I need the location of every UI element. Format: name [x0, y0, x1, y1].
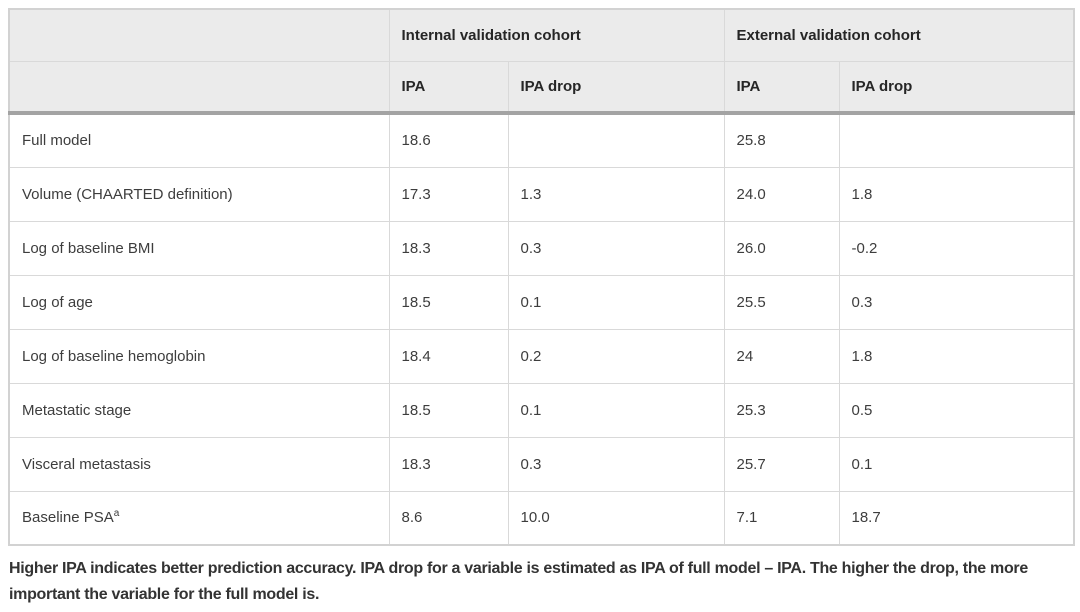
table-row: Full model 18.6 25.8 — [8, 112, 1075, 168]
cell-external-ipa-drop: 0.3 — [838, 274, 1075, 330]
cell-external-ipa: 24.0 — [723, 166, 840, 222]
cell-internal-ipa: 18.6 — [388, 112, 509, 168]
group-header-row: Internal validation cohort External vali… — [8, 8, 1075, 62]
corner-subheader-cell — [8, 60, 390, 115]
cell-internal-ipa: 18.4 — [388, 328, 509, 384]
table-row: Baseline PSAa 8.6 10.0 7.1 18.7 — [8, 490, 1075, 546]
table-row: Log of baseline BMI 18.3 0.3 26.0 -0.2 — [8, 220, 1075, 276]
cell-internal-ipa: 8.6 — [388, 490, 509, 546]
row-label: Log of baseline BMI — [8, 220, 390, 276]
table-row: Log of baseline hemoglobin 18.4 0.2 24 1… — [8, 328, 1075, 384]
cell-external-ipa-drop — [838, 112, 1075, 168]
cell-external-ipa-drop: 0.1 — [838, 436, 1075, 492]
cell-internal-ipa-drop — [507, 112, 725, 168]
cell-external-ipa-drop: 0.5 — [838, 382, 1075, 438]
cell-external-ipa: 25.7 — [723, 436, 840, 492]
cell-external-ipa: 25.3 — [723, 382, 840, 438]
cell-internal-ipa: 18.5 — [388, 274, 509, 330]
row-label: Baseline PSAa — [8, 490, 390, 546]
cell-internal-ipa-drop: 0.1 — [507, 382, 725, 438]
subheader-external-ipa: IPA — [723, 60, 840, 115]
cell-external-ipa-drop: 1.8 — [838, 328, 1075, 384]
row-label: Log of baseline hemoglobin — [8, 328, 390, 384]
cell-internal-ipa-drop: 0.1 — [507, 274, 725, 330]
cell-external-ipa-drop: 18.7 — [838, 490, 1075, 546]
table-row: Log of age 18.5 0.1 25.5 0.3 — [8, 274, 1075, 330]
cell-internal-ipa-drop: 0.3 — [507, 220, 725, 276]
footnote-marker: a — [113, 508, 120, 520]
cell-internal-ipa: 18.5 — [388, 382, 509, 438]
cell-internal-ipa-drop: 10.0 — [507, 490, 725, 546]
cell-external-ipa-drop: -0.2 — [838, 220, 1075, 276]
cell-external-ipa: 26.0 — [723, 220, 840, 276]
table-footnote: Higher IPA indicates better prediction a… — [9, 560, 1028, 603]
row-label-text: Baseline PSA — [22, 509, 114, 527]
cell-internal-ipa: 17.3 — [388, 166, 509, 222]
cell-external-ipa: 24 — [723, 328, 840, 384]
group-header-external: External validation cohort — [723, 8, 1075, 62]
ipa-validation-table: Internal validation cohort External vali… — [8, 8, 1075, 546]
row-label: Volume (CHAARTED definition) — [8, 166, 390, 222]
table-row: Visceral metastasis 18.3 0.3 25.7 0.1 — [8, 436, 1075, 492]
subheader-external-ipa-drop: IPA drop — [838, 60, 1075, 115]
corner-header-cell — [8, 8, 390, 62]
subheader-internal-ipa-drop: IPA drop — [507, 60, 725, 115]
cell-internal-ipa-drop: 1.3 — [507, 166, 725, 222]
row-label: Visceral metastasis — [8, 436, 390, 492]
table-row: Metastatic stage 18.5 0.1 25.3 0.5 — [8, 382, 1075, 438]
cell-internal-ipa: 18.3 — [388, 436, 509, 492]
table-row: Volume (CHAARTED definition) 17.3 1.3 24… — [8, 166, 1075, 222]
cell-external-ipa: 25.8 — [723, 112, 840, 168]
group-header-internal: Internal validation cohort — [388, 8, 725, 62]
cell-external-ipa: 25.5 — [723, 274, 840, 330]
row-label: Full model — [8, 112, 390, 168]
row-label: Log of age — [8, 274, 390, 330]
cell-internal-ipa-drop: 0.2 — [507, 328, 725, 384]
cell-internal-ipa: 18.3 — [388, 220, 509, 276]
cell-external-ipa-drop: 1.8 — [838, 166, 1075, 222]
cell-internal-ipa-drop: 0.3 — [507, 436, 725, 492]
subheader-internal-ipa: IPA — [388, 60, 509, 115]
sub-header-row: IPA IPA drop IPA IPA drop — [8, 60, 1075, 115]
cell-external-ipa: 7.1 — [723, 490, 840, 546]
row-label: Metastatic stage — [8, 382, 390, 438]
